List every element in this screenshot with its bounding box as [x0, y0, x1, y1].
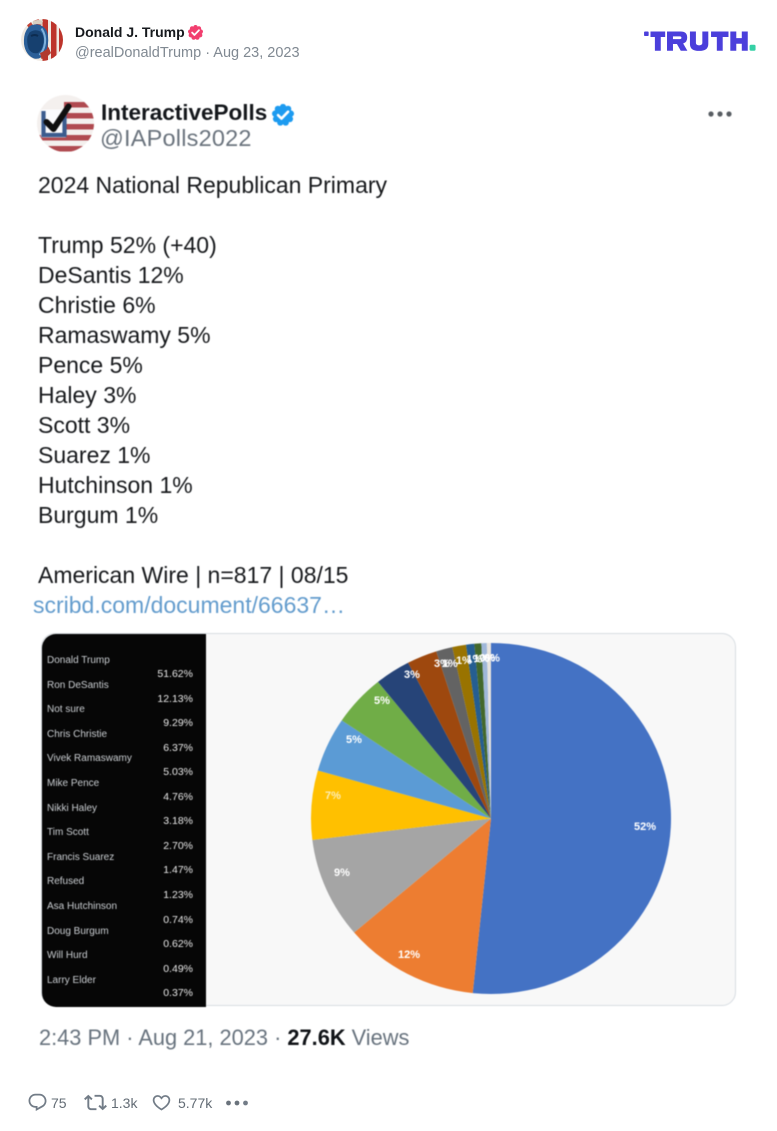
svg-text:0%: 0%: [479, 653, 495, 665]
svg-text:12%: 12%: [398, 949, 420, 961]
svg-text:3%: 3%: [404, 669, 420, 681]
svg-text:3%: 3%: [434, 658, 450, 670]
svg-text:7%: 7%: [325, 790, 341, 802]
svg-text:1%: 1%: [466, 654, 482, 666]
svg-text:1%: 1%: [442, 658, 458, 670]
svg-text:1%: 1%: [474, 653, 490, 665]
svg-text:9%: 9%: [334, 867, 350, 879]
svg-text:52%: 52%: [634, 821, 656, 833]
svg-text:5%: 5%: [346, 734, 362, 746]
svg-text:0%: 0%: [484, 653, 500, 665]
svg-text:5%: 5%: [374, 695, 390, 707]
svg-text:1%: 1%: [456, 655, 472, 667]
